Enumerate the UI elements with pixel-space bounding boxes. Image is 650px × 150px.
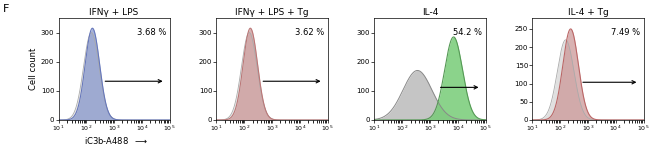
Text: 3.68 %: 3.68 % xyxy=(137,28,166,37)
Text: 3.62 %: 3.62 % xyxy=(295,28,324,37)
Title: IL-4: IL-4 xyxy=(422,8,438,17)
Title: IFNγ + LPS: IFNγ + LPS xyxy=(90,8,138,17)
Text: iC3b-A488  $\longrightarrow$: iC3b-A488 $\longrightarrow$ xyxy=(84,135,149,146)
Text: F: F xyxy=(3,4,10,15)
Title: IL-4 + Tg: IL-4 + Tg xyxy=(567,8,608,17)
Title: IFNγ + LPS + Tg: IFNγ + LPS + Tg xyxy=(235,8,309,17)
Y-axis label: Cell count: Cell count xyxy=(29,48,38,90)
Text: 54.2 %: 54.2 % xyxy=(453,28,482,37)
Text: 7.49 %: 7.49 % xyxy=(611,28,640,37)
